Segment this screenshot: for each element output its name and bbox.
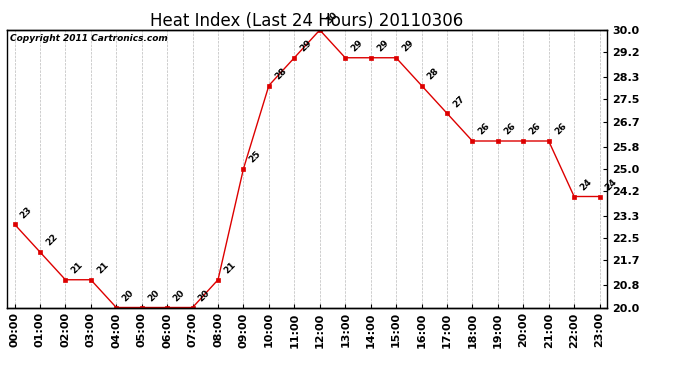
Text: 29: 29 — [299, 38, 314, 54]
Text: 24: 24 — [578, 177, 593, 192]
Text: 26: 26 — [502, 122, 518, 137]
Text: 28: 28 — [426, 66, 441, 81]
Text: 26: 26 — [477, 122, 492, 137]
Text: 29: 29 — [375, 38, 390, 54]
Text: 30: 30 — [324, 11, 339, 26]
Text: 21: 21 — [222, 260, 237, 276]
Text: 27: 27 — [451, 94, 466, 109]
Text: 26: 26 — [527, 122, 542, 137]
Title: Heat Index (Last 24 Hours) 20110306: Heat Index (Last 24 Hours) 20110306 — [150, 12, 464, 30]
Text: 25: 25 — [248, 149, 263, 165]
Text: 26: 26 — [553, 122, 568, 137]
Text: 22: 22 — [44, 232, 59, 248]
Text: 23: 23 — [19, 205, 34, 220]
Text: 21: 21 — [70, 260, 85, 276]
Text: 28: 28 — [273, 66, 288, 81]
Text: 29: 29 — [400, 38, 415, 54]
Text: 20: 20 — [171, 288, 186, 303]
Text: 20: 20 — [146, 288, 161, 303]
Text: Copyright 2011 Cartronics.com: Copyright 2011 Cartronics.com — [10, 34, 168, 43]
Text: 24: 24 — [604, 177, 619, 192]
Text: 21: 21 — [95, 260, 110, 276]
Text: 20: 20 — [121, 288, 135, 303]
Text: 29: 29 — [349, 38, 364, 54]
Text: 20: 20 — [197, 288, 212, 303]
